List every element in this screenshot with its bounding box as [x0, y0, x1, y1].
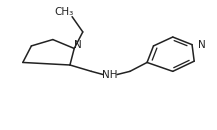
- Text: N: N: [198, 40, 205, 50]
- Text: N: N: [74, 40, 81, 50]
- Text: NH: NH: [102, 70, 117, 80]
- Text: CH₃: CH₃: [54, 7, 73, 17]
